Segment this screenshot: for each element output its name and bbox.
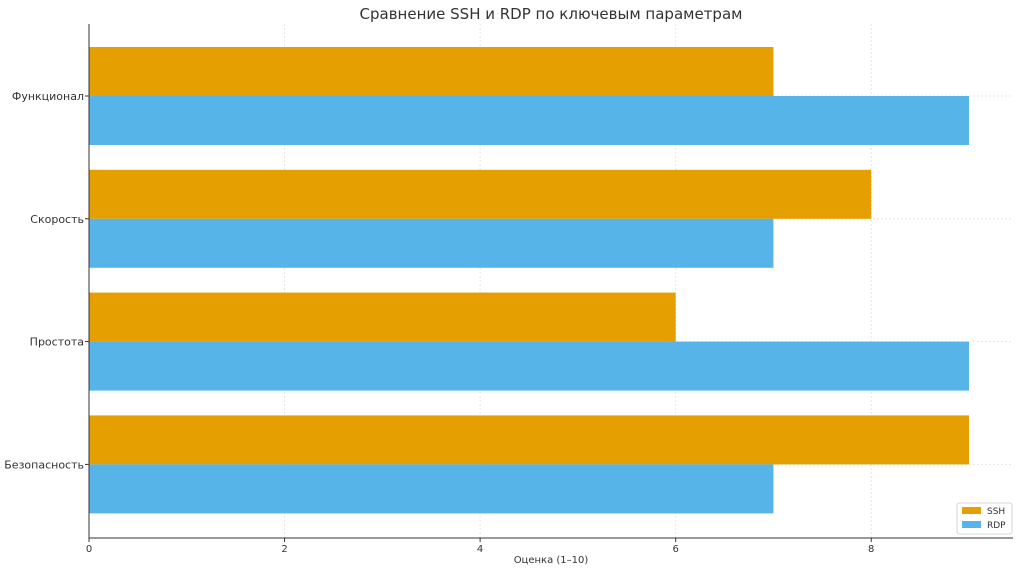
legend-swatch-ssh bbox=[962, 507, 981, 514]
category-label-2: Простота bbox=[30, 336, 84, 349]
x-tick-label-3: 6 bbox=[672, 544, 678, 555]
axes bbox=[88, 24, 1013, 539]
legend-label-rdp: RDP bbox=[987, 521, 1006, 531]
bar-rdp-3 bbox=[89, 464, 774, 514]
x-tick-label-1: 2 bbox=[281, 544, 287, 555]
bar-ssh-2 bbox=[89, 292, 676, 342]
bars bbox=[89, 47, 969, 514]
x-axis-label: Оценка (1–10) bbox=[514, 555, 589, 566]
x-tick-label-4: 8 bbox=[868, 544, 874, 555]
category-label-3: Безопасность bbox=[4, 458, 84, 471]
x-tick-label-2: 4 bbox=[477, 544, 483, 555]
bar-ssh-1 bbox=[89, 169, 872, 219]
x-tick-label-0: 0 bbox=[86, 544, 92, 555]
bar-rdp-2 bbox=[89, 341, 969, 391]
legend-label-ssh: SSH bbox=[987, 507, 1005, 517]
bar-rdp-1 bbox=[89, 218, 774, 268]
bar-ssh-0 bbox=[89, 47, 774, 96]
x-ticks: 0 2 4 6 8 bbox=[86, 538, 874, 555]
category-label-0: Функционал bbox=[12, 90, 84, 103]
legend-swatch-rdp bbox=[962, 521, 981, 528]
legend: SSH RDP bbox=[956, 502, 1013, 535]
bar-rdp-0 bbox=[89, 96, 969, 145]
chart-title: Сравнение SSH и RDP по ключевым параметр… bbox=[360, 5, 743, 23]
category-labels: Функционал Скорость Простота Безопасность bbox=[4, 90, 89, 471]
bar-ssh-3 bbox=[89, 415, 969, 465]
category-label-1: Скорость bbox=[30, 213, 84, 226]
